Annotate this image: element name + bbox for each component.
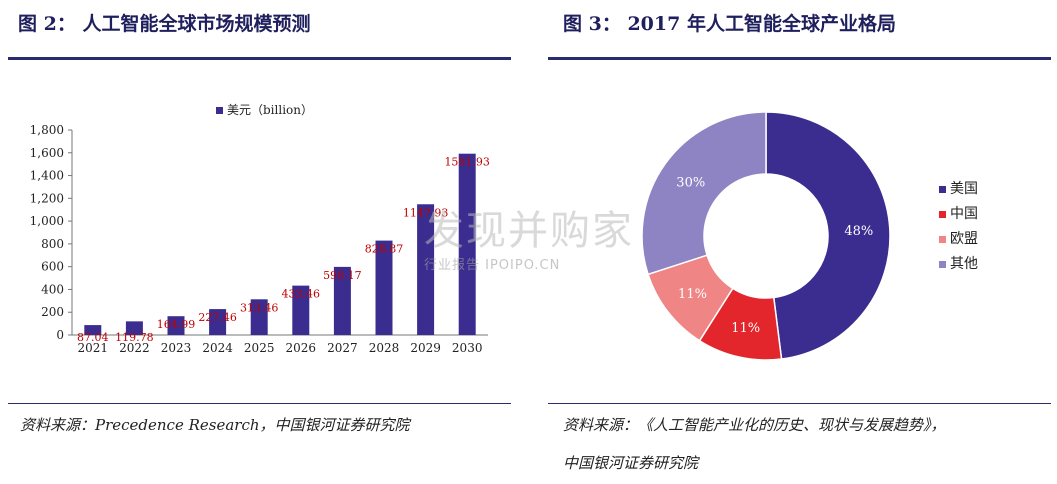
y-tick-label: 1,400 (30, 169, 64, 183)
donut-value-labels: 48% 11% 11% 30% (676, 175, 873, 335)
bar-data-label: 433.46 (282, 288, 321, 301)
figure2-title: 图 2： 人工智能全球市场规模预测 (18, 13, 311, 35)
y-tick-label: 1,200 (30, 191, 64, 205)
bar-2026 (292, 285, 310, 335)
bar-2024 (209, 309, 227, 335)
bar-data-label: 1591.93 (444, 156, 490, 169)
bar-data-label: 87.04 (77, 331, 109, 344)
x-tick-label: 2026 (286, 341, 317, 355)
figure3-source-note-line2: 中国银河证券研究院 (563, 454, 699, 472)
bar-data-label: 1147.93 (403, 206, 449, 219)
bar-chart-bars (84, 153, 476, 335)
y-tick-label: 0 (56, 328, 64, 342)
figure2-footer-rule (8, 403, 511, 404)
figure3-header-rule (548, 57, 1051, 60)
donut-legend-swatch (939, 236, 946, 243)
y-tick-label: 200 (41, 305, 64, 319)
bar-data-label: 164.99 (157, 318, 196, 331)
figure3-title: 图 3： 2017 年人工智能全球产业格局 (563, 13, 896, 35)
x-tick-label: 2023 (161, 341, 192, 355)
figure2-source-note: 资料来源：Precedence Research，中国银河证券研究院 (20, 416, 410, 434)
bar-chart-legend: 美元（billion） (216, 103, 313, 117)
x-tick-label: 2027 (327, 341, 358, 355)
donut-legend-swatch (939, 211, 946, 218)
x-tick-label: 2024 (202, 341, 233, 355)
donut-legend-label: 中国 (950, 206, 978, 222)
y-tick-label: 800 (41, 237, 64, 251)
y-tick-label: 1,000 (30, 214, 64, 228)
bar-2029 (417, 204, 435, 335)
donut-legend-swatch (939, 186, 946, 193)
bar-data-label: 313.46 (240, 301, 279, 314)
y-tick-label: 600 (41, 260, 64, 274)
donut-value-label: 30% (676, 175, 705, 190)
x-tick-label: 2021 (78, 341, 109, 355)
donut-legend-swatch (939, 261, 946, 268)
bar-chart-axes: 0 200 400 600 800 1,000 1,200 1,400 1,600 1,800 20… (30, 123, 488, 355)
bar-data-label: 598.17 (323, 269, 362, 282)
x-tick-label: 2022 (119, 341, 150, 355)
legend-swatch (216, 107, 223, 114)
donut-slice-0 (765, 111, 891, 360)
legend-label: 美元（billion） (227, 103, 313, 117)
donut-legend-label: 美国 (950, 181, 978, 197)
bar-2022 (125, 321, 143, 335)
donut-value-label: 48% (844, 224, 873, 239)
market-size-bar-chart: 美元（billion） 0 200 400 600 800 1,000 1,200 1,400… (30, 103, 490, 355)
donut-value-label: 11% (731, 321, 760, 336)
bar-data-label: 227.46 (198, 311, 237, 324)
figure3-source-note-line1: 资料来源：《人工智能产业化的历史、现状与发展趋势》， (563, 416, 946, 434)
bar-2025 (250, 299, 268, 335)
bar-data-label: 119.78 (115, 331, 154, 344)
donut-slice-3 (641, 111, 767, 276)
figure2-header-rule (8, 57, 511, 60)
donut-value-label: 11% (678, 287, 707, 302)
bar-2030 (458, 153, 476, 335)
bar-2028 (375, 240, 393, 335)
x-tick-label: 2029 (410, 341, 441, 355)
donut-legend-label: 其他 (950, 256, 978, 272)
bar-2023 (167, 316, 185, 335)
y-tick-label: 1,800 (30, 123, 64, 137)
y-tick-label: 400 (41, 282, 64, 296)
bar-data-label: 828.87 (365, 243, 404, 256)
donut-slices (641, 111, 891, 361)
bar-2027 (333, 266, 351, 335)
bar-2021 (84, 325, 102, 335)
x-tick-label: 2028 (369, 341, 400, 355)
figure3-footer-rule (548, 403, 1051, 404)
x-tick-label: 2025 (244, 341, 275, 355)
donut-legend-label: 欧盟 (950, 231, 978, 247)
x-tick-label: 2030 (452, 341, 483, 355)
y-tick-label: 1,600 (30, 146, 64, 160)
bar-chart-data-labels: 87.04 119.78164.99227.46313.46433.46598.1… (77, 156, 490, 344)
